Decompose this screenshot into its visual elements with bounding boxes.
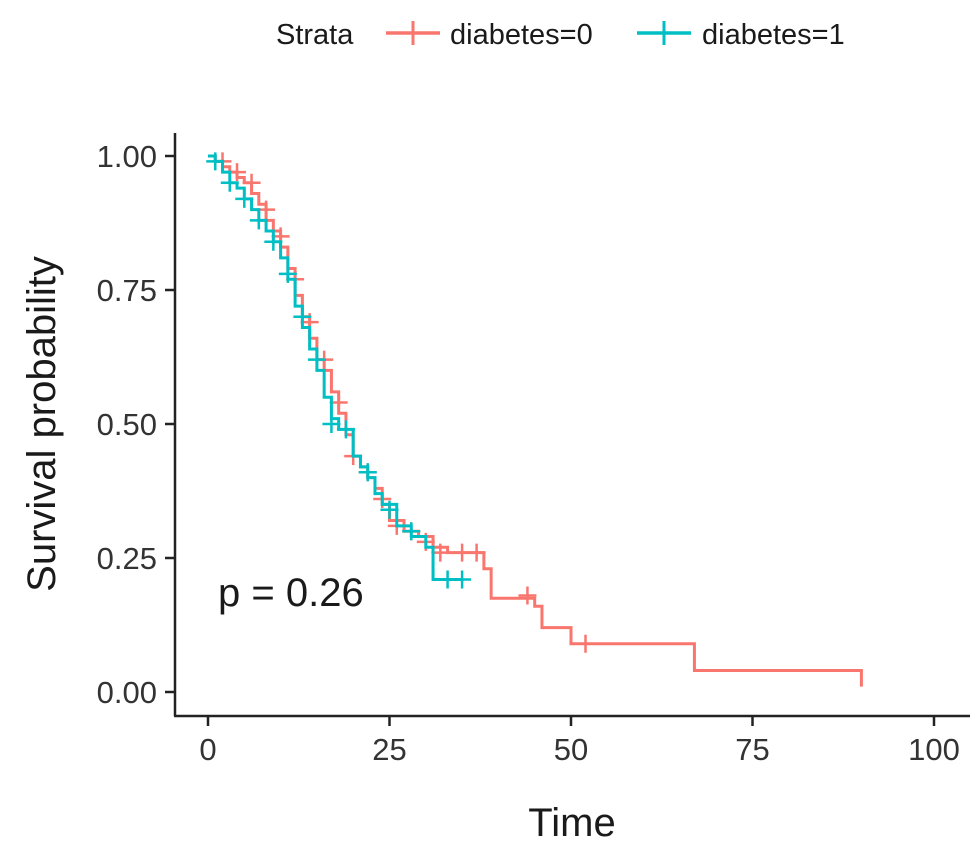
x-tick-label: 100 <box>908 732 960 767</box>
censor-mark-diabetes1 <box>249 211 268 230</box>
legend-title: Strata <box>276 19 354 51</box>
y-tick-label: 1.00 <box>97 139 157 174</box>
p-value-annotation: p = 0.26 <box>218 571 364 615</box>
censor-mark-diabetes1 <box>322 415 341 433</box>
x-tick-label: 0 <box>199 732 216 767</box>
x-axis-title: Time <box>528 801 615 845</box>
censor-mark-diabetes0 <box>467 543 486 562</box>
censor-mark-diabetes1 <box>402 522 421 541</box>
censor-mark-diabetes0 <box>576 634 595 653</box>
censor-mark-diabetes1 <box>358 463 377 482</box>
y-axis-title: Survival probability <box>20 256 64 592</box>
y-ticks: 0.00 0.25 0.50 0.75 1.00 <box>97 139 175 710</box>
censor-mark-diabetes1 <box>293 307 312 326</box>
censor-mark-diabetes1 <box>453 570 472 589</box>
censor-mark-diabetes1 <box>278 264 297 283</box>
x-tick-label: 75 <box>735 732 769 767</box>
censor-mark-diabetes1 <box>220 173 239 192</box>
censor-mark-diabetes1 <box>380 500 399 519</box>
x-tick-label: 50 <box>554 732 588 767</box>
censor-mark-diabetes1 <box>336 420 355 439</box>
y-tick-label: 0.00 <box>97 675 157 710</box>
censor-mark-diabetes1 <box>307 350 326 369</box>
legend: Strata diabetes=0 diabetes=1 <box>276 19 845 51</box>
y-tick-label: 0.75 <box>97 273 157 308</box>
censor-mark-diabetes1 <box>235 189 254 208</box>
x-tick-label: 25 <box>372 732 406 767</box>
legend-label-diabetes1: diabetes=1 <box>702 19 845 51</box>
y-tick-label: 0.50 <box>97 407 157 442</box>
censor-mark-diabetes1 <box>264 232 283 251</box>
censor-mark-diabetes0 <box>242 173 261 192</box>
km-curve-diabetes1 <box>208 154 463 581</box>
censor-mark-diabetes0 <box>518 586 537 605</box>
km-curve-diabetes0 <box>208 154 863 687</box>
y-tick-label: 0.25 <box>97 541 157 576</box>
series-layer <box>206 152 863 687</box>
censor-mark-diabetes1 <box>206 152 225 171</box>
legend-label-diabetes0: diabetes=0 <box>450 19 593 51</box>
x-ticks: 0 25 50 75 100 <box>199 716 960 767</box>
